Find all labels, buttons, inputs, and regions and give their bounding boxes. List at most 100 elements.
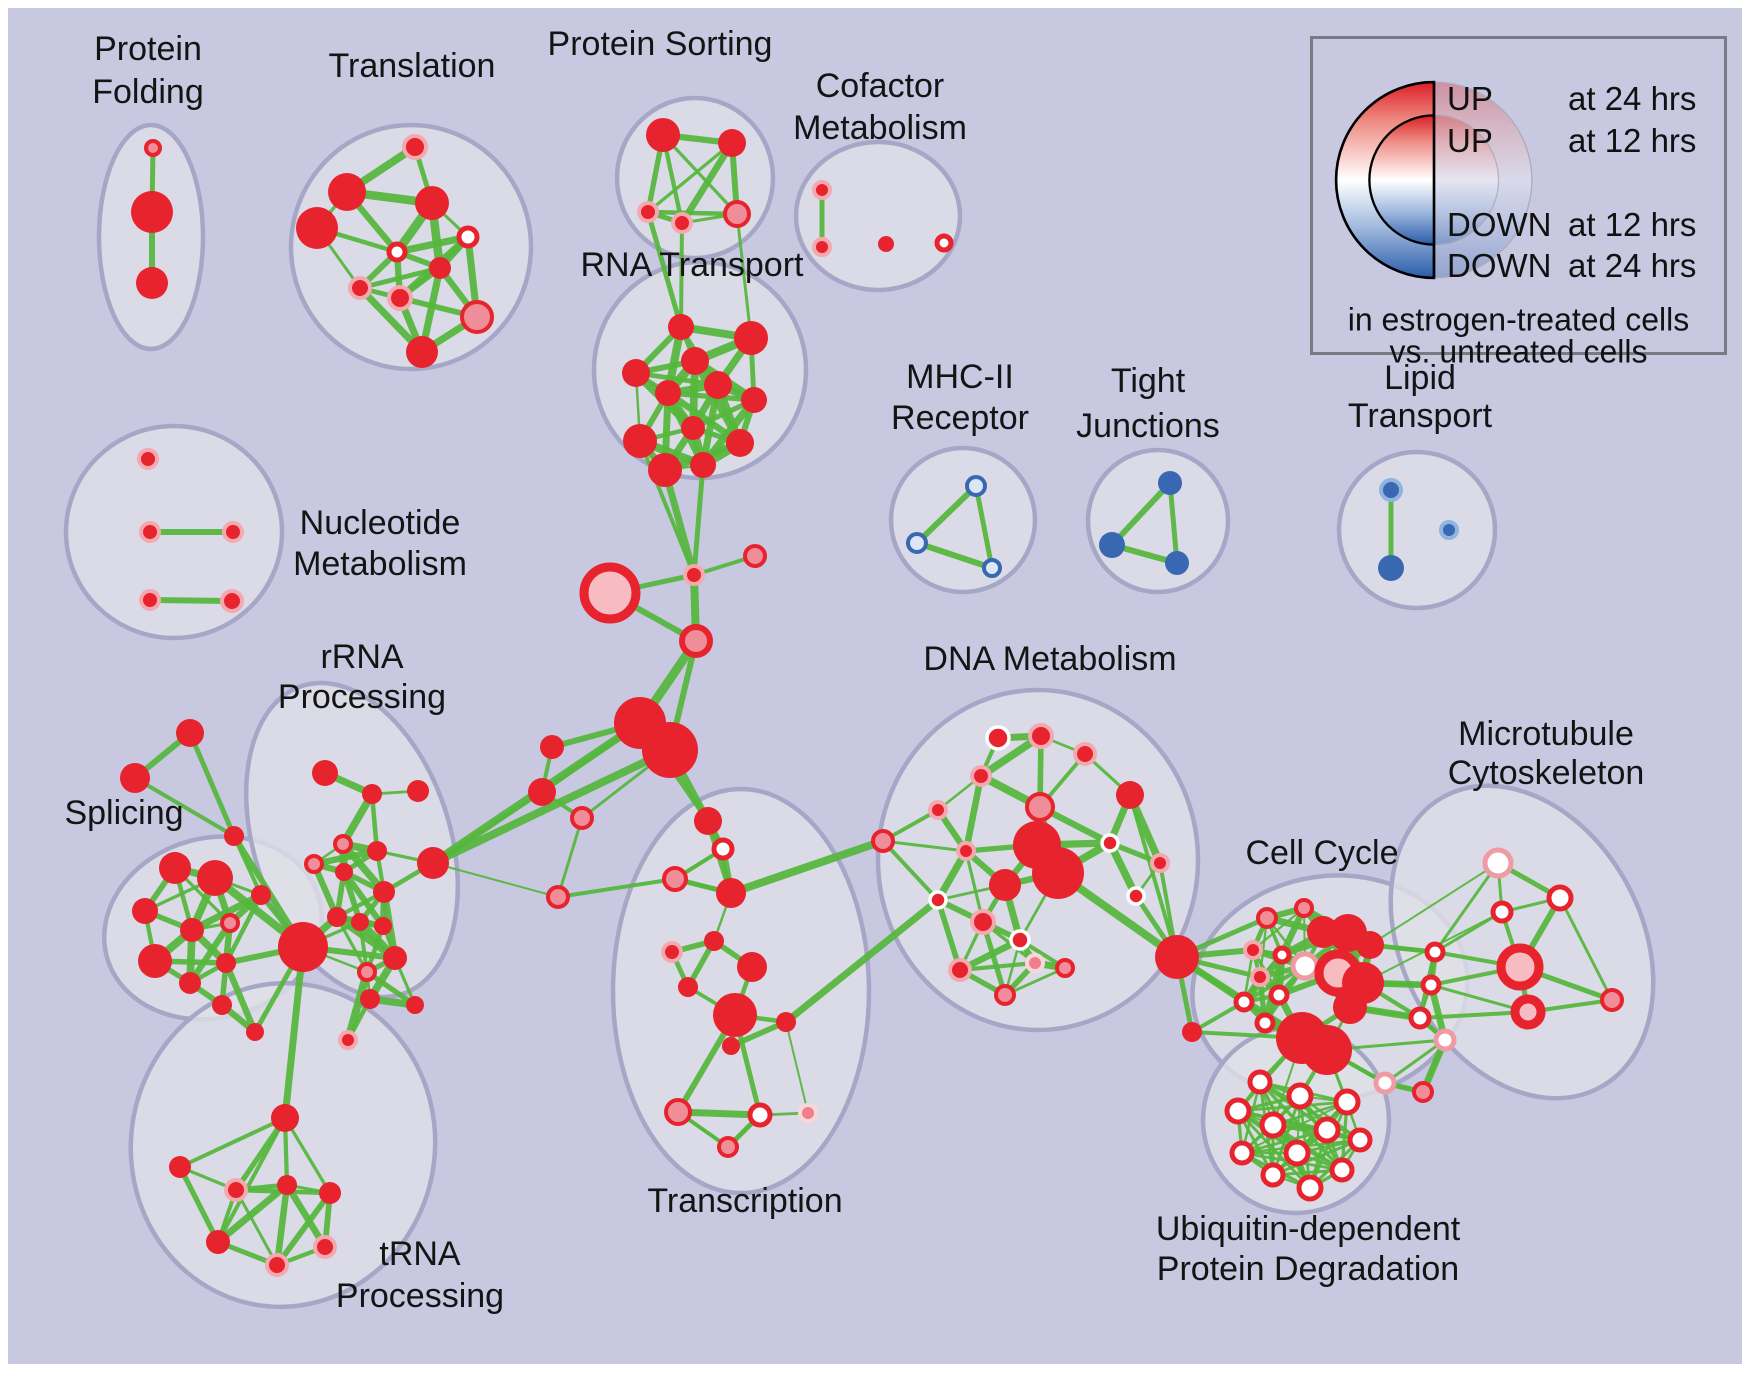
gene-node-rp — [1150, 853, 1170, 873]
gene-node-r — [726, 429, 754, 457]
gene-node-r — [1182, 1022, 1202, 1042]
network-edge — [187, 730, 237, 839]
gene-node-r — [351, 913, 369, 931]
gene-node-pr — [1412, 1081, 1434, 1103]
gene-node-rp — [970, 909, 996, 935]
gene-node-r — [722, 1037, 740, 1055]
network-edge — [727, 837, 887, 897]
cluster-label-cofactor-metabolism: Cofactor Metabolism — [793, 67, 967, 147]
gene-node-r — [406, 996, 424, 1014]
gene-node-pr — [546, 885, 570, 909]
gene-node-pr2 — [679, 624, 713, 658]
gene-node-r — [540, 735, 564, 759]
gene-node-r — [681, 416, 705, 440]
gene-node-pr — [743, 544, 767, 568]
network-edge — [785, 1021, 809, 1114]
gene-node-rp — [313, 1235, 337, 1259]
cluster-label-dna-metabolism: DNA Metabolism — [923, 640, 1176, 678]
gene-node-rp — [348, 276, 372, 300]
gene-node-wr — [1313, 1116, 1341, 1144]
network-edge — [340, 868, 387, 930]
gene-node-wr — [1420, 974, 1442, 996]
gene-node-r — [373, 881, 395, 903]
network-edge — [1251, 906, 1306, 952]
cluster-label-translation: Translation — [329, 47, 496, 85]
gene-node-rp — [220, 589, 244, 613]
gene-node-pp — [798, 1103, 818, 1123]
legend-direction-down-24: DOWN — [1447, 247, 1552, 284]
cluster-label-microtubule-cytoskeleton: Microtubule Cytoskeleton — [1448, 715, 1645, 792]
gene-node-b — [1165, 551, 1189, 575]
gene-node-wR — [1100, 833, 1120, 853]
network-edge — [283, 1181, 329, 1251]
gene-node-r — [690, 452, 716, 478]
mhc-nodes — [906, 475, 1002, 578]
gene-node-wR — [1009, 929, 1031, 951]
gene-node-r — [734, 321, 768, 355]
network-edge — [782, 896, 942, 1026]
gene-node-pw — [1373, 1071, 1397, 1095]
gene-node-r — [741, 387, 767, 413]
gene-node-r — [704, 371, 732, 399]
gene-node-b — [1378, 555, 1404, 581]
network-edge — [962, 772, 985, 855]
cluster-ellipses — [63, 95, 1656, 1310]
cluster-ellipse-tight-junctions — [1085, 447, 1231, 595]
network-edge — [281, 943, 307, 1122]
gene-node-r — [989, 869, 1021, 901]
gene-node-b — [1099, 532, 1125, 558]
gene-node-wr — [456, 225, 480, 249]
dna-metabolism-nodes — [928, 723, 1170, 1006]
network-edge — [1106, 839, 1140, 900]
network-edge — [973, 483, 995, 571]
gene-node-r — [176, 719, 204, 747]
gene-node-wr — [747, 1102, 773, 1128]
gene-node-r — [136, 267, 168, 299]
gene-node-pr — [357, 962, 377, 982]
network-edge — [233, 1115, 288, 1193]
gene-node-Rp — [1510, 994, 1546, 1030]
gene-node-r — [716, 878, 746, 908]
gene-node-rp — [661, 941, 683, 963]
cluster-ellipse-microtubule-cytoskeleton — [1388, 783, 1656, 1101]
translation-nodes — [296, 134, 494, 368]
gene-node-rp — [812, 180, 832, 200]
gene-node-pr — [333, 834, 353, 854]
tight-junction-nodes — [1099, 471, 1189, 575]
gene-node-r — [224, 826, 244, 846]
gene-node-r — [367, 841, 387, 861]
gene-node-r — [642, 722, 698, 778]
gene-node-r — [278, 922, 328, 972]
legend-footer-line1: in estrogen-treated cells — [1347, 301, 1690, 338]
legend-time-down-12: at 12 hrs — [1568, 206, 1697, 243]
network-edge — [1167, 480, 1180, 566]
network-edge — [429, 746, 674, 867]
gene-node-r — [383, 946, 407, 970]
gene-node-rp — [139, 589, 161, 611]
gene-node-wr — [1347, 1127, 1373, 1153]
network-edge — [147, 597, 235, 604]
gene-node-rp — [928, 800, 948, 820]
network-edge — [1271, 1138, 1362, 1177]
gene-node-r — [1333, 990, 1367, 1024]
gene-node-r — [271, 1104, 299, 1132]
microtubule-nodes — [1482, 847, 1624, 1030]
gene-node-pr — [664, 1098, 692, 1126]
gene-node-wr — [1268, 984, 1290, 1006]
network-edge — [223, 892, 264, 966]
cell-cycle-nodes — [1233, 898, 1457, 1103]
network-edge — [178, 1116, 287, 1169]
gene-node-r — [623, 424, 657, 458]
gene-node-rp — [1028, 723, 1054, 749]
ubiquitin-nodes — [1224, 1069, 1373, 1202]
gene-node-r — [713, 993, 757, 1037]
gene-node-wr — [1333, 1088, 1361, 1116]
gene-node-b — [1158, 471, 1182, 495]
gene-node-r — [138, 944, 172, 978]
network-edge — [881, 839, 940, 902]
gene-node-r — [655, 380, 681, 406]
gene-node-r — [179, 972, 201, 994]
network-edge — [957, 960, 1038, 973]
gene-node-r — [327, 907, 347, 927]
